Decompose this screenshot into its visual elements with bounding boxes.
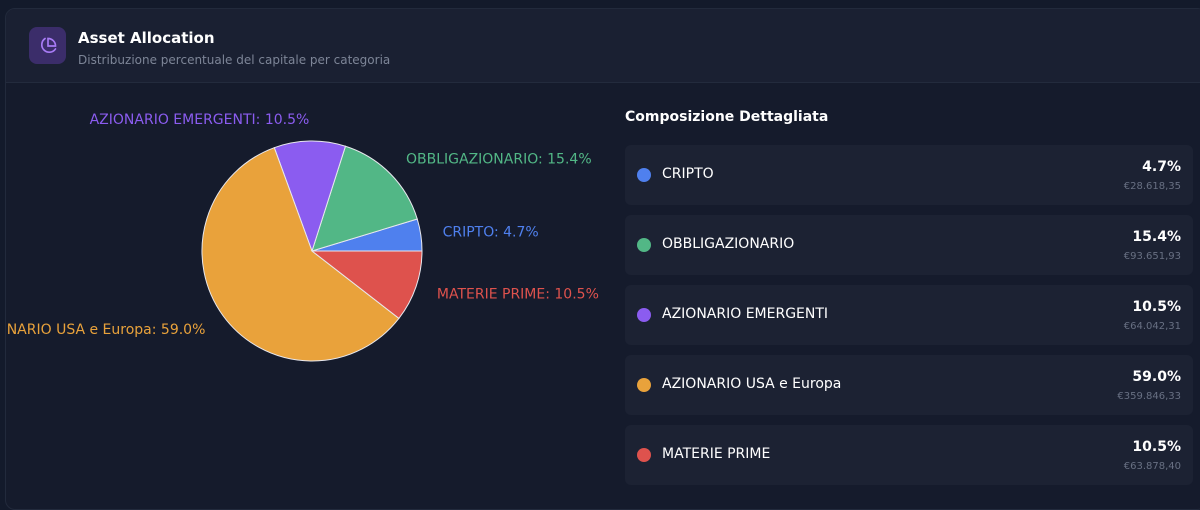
allocation-row[interactable]: AZIONARIO USA e Europa 59.0% €359.846,33: [625, 355, 1193, 415]
allocation-row[interactable]: AZIONARIO EMERGENTI 10.5% €64.042,31: [625, 285, 1193, 345]
pie-slice-2[interactable]: [273, 140, 347, 253]
allocation-row[interactable]: MATERIE PRIME 10.5% €63.878,40: [625, 425, 1193, 485]
card-subtitle: Distribuzione percentuale del capitale p…: [78, 53, 391, 67]
row-name: OBBLIGAZIONARIO: [662, 236, 795, 252]
slice-label: OBBLIGAZIONARIO: 15.4%: [406, 151, 592, 167]
row-name: CRIPTO: [662, 166, 714, 182]
pie-slice-3[interactable]: [201, 147, 400, 362]
row-percent: 10.5%: [1132, 439, 1181, 455]
card-header: Asset Allocation Distribuzione percentua…: [6, 9, 1200, 83]
color-dot-icon: [637, 448, 651, 462]
list-title: Composizione Dettagliata: [625, 109, 829, 125]
row-name: MATERIE PRIME: [662, 446, 771, 462]
slice-label: MATERIE PRIME: 10.5%: [437, 287, 599, 303]
pie-chart-icon: [29, 27, 66, 64]
color-dot-icon: [637, 308, 651, 322]
row-amount: €93.651,93: [1123, 251, 1181, 262]
row-amount: €63.878,40: [1123, 461, 1181, 472]
slice-label: CRIPTO: 4.7%: [443, 225, 539, 241]
row-percent: 15.4%: [1132, 229, 1181, 245]
asset-allocation-card: Asset Allocation Distribuzione percentua…: [5, 8, 1200, 510]
slice-label: AZIONARIO USA e Europa: 59.0%: [6, 322, 205, 338]
slice-label: AZIONARIO EMERGENTI: 10.5%: [90, 112, 310, 128]
pie-chart: CRIPTO: 4.7% OBBLIGAZIONARIO: 15.4% AZIONA…: [6, 112, 599, 362]
row-amount: €359.846,33: [1117, 391, 1181, 402]
row-percent: 4.7%: [1142, 159, 1181, 175]
allocation-row[interactable]: OBBLIGAZIONARIO 15.4% €93.651,93: [625, 215, 1193, 275]
row-amount: €64.042,31: [1123, 321, 1181, 332]
row-amount: €28.618,35: [1123, 181, 1181, 192]
color-dot-icon: [637, 168, 651, 182]
card-title: Asset Allocation: [78, 29, 215, 47]
color-dot-icon: [637, 378, 651, 392]
row-name: AZIONARIO EMERGENTI: [662, 306, 829, 322]
allocation-row[interactable]: CRIPTO 4.7% €28.618,35: [625, 145, 1193, 205]
row-percent: 10.5%: [1132, 299, 1181, 315]
pie-slice-4[interactable]: [310, 250, 423, 320]
row-percent: 59.0%: [1132, 369, 1181, 385]
row-name: AZIONARIO USA e Europa: [662, 376, 842, 392]
color-dot-icon: [637, 238, 651, 252]
pie-slice-1[interactable]: [311, 145, 418, 252]
